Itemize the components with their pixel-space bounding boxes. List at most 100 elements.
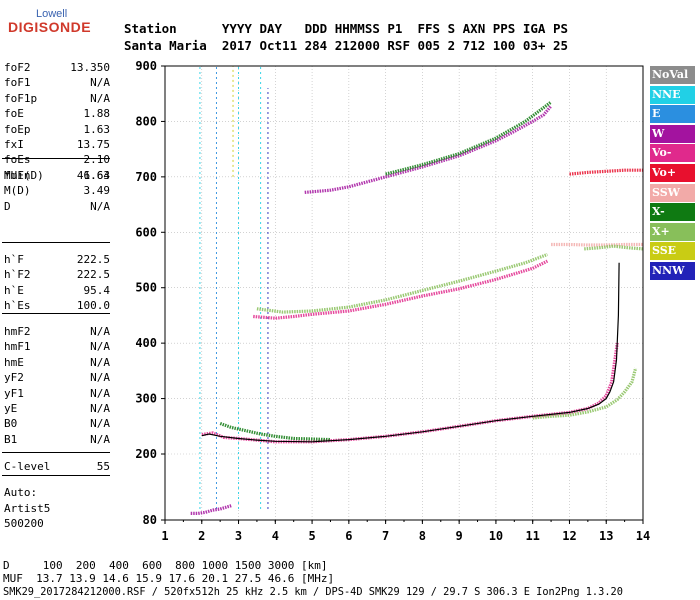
param-value: 1.63 — [83, 122, 111, 136]
trace-3rd-hop-x — [385, 100, 553, 176]
param-name: B0 — [4, 417, 18, 431]
param-name: foEp — [4, 122, 31, 136]
param-name: foF1 — [4, 76, 31, 90]
param-name: foF2 — [4, 61, 31, 74]
legend-item-w: W — [650, 124, 695, 143]
param-name: hmF2 — [4, 325, 31, 338]
param-value: 1.63 — [83, 168, 111, 182]
param-row-group1-1: foF1 N/A — [4, 77, 110, 89]
param-row-group1-7: fmin 1.63 — [4, 168, 111, 182]
legend-item-vo-: Vo- — [650, 144, 695, 163]
param-name: fmin — [4, 168, 31, 182]
param-name: hmF1 — [4, 340, 31, 354]
y-tick-label: 80 — [143, 513, 157, 527]
x-tick-label: 8 — [419, 529, 426, 543]
y-tick-label: 700 — [135, 170, 157, 184]
autoscale-info-2: 500200 — [4, 517, 44, 530]
param-row-group4-5: yE N/A — [4, 403, 110, 415]
param-value: N/A — [90, 91, 110, 105]
trace-2nd-hop-x — [256, 253, 548, 314]
footer-file-info: SMK29_2017284212000.RSF / 520fx512h 25 k… — [3, 586, 623, 598]
param-value: N/A — [90, 417, 110, 431]
x-tick-label: 11 — [525, 529, 539, 543]
trace-x-upper-diffuse — [584, 244, 644, 251]
param-name: B1 — [4, 432, 18, 446]
x-tick-label: 13 — [599, 529, 613, 543]
footer-muf-row: MUF 13.7 13.9 14.6 15.9 17.6 20.1 27.5 4… — [3, 572, 335, 585]
param-value: N/A — [90, 76, 110, 90]
y-tick-label: 500 — [135, 281, 157, 295]
param-value: N/A — [90, 402, 110, 415]
logo-digisonde: DIGISONDE — [8, 19, 92, 35]
y-tick-label: 200 — [135, 447, 157, 461]
legend-item-e: E — [650, 105, 695, 124]
y-tick-label: 300 — [135, 392, 157, 406]
param-value: N/A — [90, 340, 110, 354]
param-name: h`F2 — [4, 268, 31, 282]
param-value: 13.75 — [76, 138, 110, 151]
x-tick-label: 3 — [235, 529, 242, 543]
param-name: hmE — [4, 355, 24, 369]
x-tick-label: 2 — [198, 529, 205, 543]
y-tick-label: 900 — [135, 59, 157, 73]
legend-item-nne: NNE — [650, 85, 695, 104]
y-tick-label: 400 — [135, 336, 157, 350]
chart-axes: 1 2 3 4 5 6 7 8 9 10 11 12 13 14802003004005006007008… — [135, 59, 650, 543]
param-value: 222.5 — [76, 268, 110, 282]
param-row-group4-6: B0 N/A — [4, 418, 110, 430]
trace-x-1st-hop-near-fmin — [219, 421, 331, 442]
legend-item-ssw: SSW — [650, 183, 695, 202]
param-separator-0 — [2, 158, 110, 159]
autoscale-info-0: Auto: — [4, 486, 38, 499]
param-value: N/A — [90, 371, 110, 385]
param-name: fxI — [4, 138, 24, 151]
param-row-group4-7: B1 N/A — [4, 432, 110, 446]
y-tick-label: 800 — [135, 114, 157, 128]
param-name: foE — [4, 107, 24, 121]
param-row-group1-6: foEs 2.10 — [4, 154, 110, 166]
legend-item-x-: X- — [650, 203, 695, 222]
param-value: 95.4 — [83, 283, 111, 297]
param-name: h`F — [4, 253, 24, 266]
param-name: yE — [4, 402, 18, 415]
trace-o-trace-1st-hop — [201, 342, 619, 444]
x-tick-label: 7 — [382, 529, 389, 543]
param-value: 46.64 — [76, 169, 110, 182]
profile-curve — [201, 262, 620, 443]
header-values: Santa Maria 2017 Oct11 284 212000 RSF 00… — [124, 38, 569, 53]
param-row-group4-3: yF2 N/A — [4, 372, 110, 384]
param-row-clevel: C-level 55 — [4, 461, 110, 473]
param-row-group2-1: M(D) 3.49 — [4, 185, 110, 197]
logo-lowell: Lowell — [36, 8, 68, 20]
autoscale-info-1: Artist5 — [4, 501, 51, 515]
param-value: N/A — [90, 386, 110, 400]
param-value: N/A — [90, 432, 110, 446]
legend-item-x-: X+ — [650, 222, 695, 241]
param-row-group3-0: h`F 222.5 — [4, 254, 110, 266]
param-value: N/A — [90, 325, 110, 338]
x-tick-label: 9 — [456, 529, 463, 543]
param-row-group4-1: hmF1 N/A — [4, 341, 110, 353]
legend-item-sse: SSE — [650, 242, 695, 261]
param-name: foEs — [4, 153, 31, 167]
param-name: foF1p — [4, 91, 38, 105]
param-row-group3-3: h`Es 100.0 — [4, 300, 110, 312]
param-row-group2-2: D N/A — [4, 199, 110, 213]
x-tick-label: 5 — [308, 529, 315, 543]
param-row-group3-2: h`E 95.4 — [4, 283, 111, 297]
legend-item-noval: NoVal — [650, 66, 695, 84]
param-row-group1-4: foEp 1.63 — [4, 122, 111, 136]
param-separator-3 — [2, 452, 110, 453]
chart-traces — [190, 66, 644, 516]
trace-es-low-layer — [190, 504, 232, 516]
param-row-group1-5: fxI 13.75 — [4, 139, 110, 151]
param-name: M(D) — [4, 184, 31, 198]
param-name: D — [4, 199, 11, 213]
param-row-group2-0: MUF(D) 46.64 — [4, 170, 110, 182]
param-row-group1-3: foE 1.88 — [4, 108, 110, 120]
param-value: 2.10 — [83, 153, 111, 167]
legend-item-nnw: NNW — [650, 262, 695, 280]
plot-frame — [164, 65, 644, 521]
x-tick-label: 14 — [636, 529, 650, 543]
